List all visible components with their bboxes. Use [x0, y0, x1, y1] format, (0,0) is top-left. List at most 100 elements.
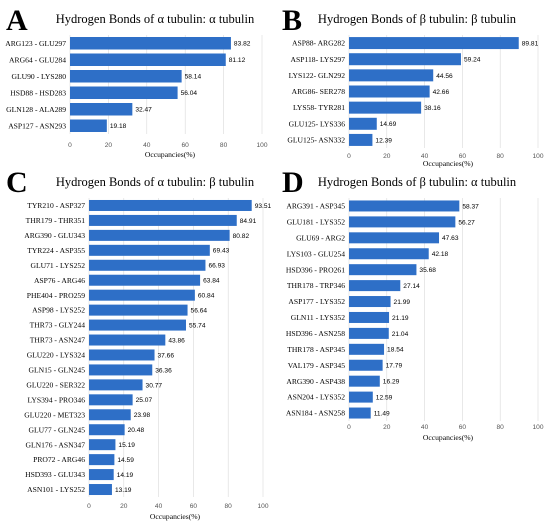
category-label: LYS58- TYR281 [293, 103, 345, 112]
x-tick-label: 60 [459, 424, 467, 431]
category-label: GLU69 - ARG2 [296, 233, 345, 242]
data-label: 16.29 [383, 379, 400, 386]
bar [89, 469, 114, 481]
data-label: 18.54 [387, 347, 404, 354]
data-label: 21.04 [392, 331, 409, 338]
category-label: PRO72 - ARG46 [33, 455, 85, 464]
bar [349, 37, 519, 50]
bar [89, 409, 131, 421]
data-label: 44.56 [436, 73, 453, 80]
bar [349, 117, 377, 130]
bar [349, 200, 460, 212]
x-tick-label: 100 [532, 424, 543, 431]
category-label: GLU181 - LYS352 [287, 217, 346, 226]
x-tick-label: 0 [347, 424, 351, 431]
panel-d: D Hydrogen Bonds of β tubulin: α tubulin 0… [282, 166, 544, 442]
bar [70, 37, 231, 50]
category-label: GLU71 - LYS252 [30, 261, 85, 270]
bar [349, 101, 422, 114]
data-label: 12.39 [375, 137, 392, 144]
data-label: 14.59 [117, 457, 134, 464]
data-label: 14.19 [117, 472, 134, 479]
bar [349, 216, 456, 228]
x-tick-label: 0 [68, 142, 72, 149]
category-label: HSD393 - GLU343 [25, 470, 85, 479]
bar [89, 439, 116, 451]
bar [89, 214, 237, 226]
bar [89, 274, 201, 286]
category-label: GLU220 - MET323 [24, 410, 85, 419]
data-label: 56.64 [191, 308, 208, 315]
data-label: 20.48 [128, 427, 145, 434]
category-label: THR178 - TRP346 [287, 281, 345, 290]
x-tick-label: 40 [143, 142, 151, 149]
x-tick-label: 80 [220, 142, 228, 149]
data-label: 69.43 [213, 248, 230, 255]
bar [89, 229, 230, 241]
data-label: 11.49 [374, 410, 390, 417]
bar [70, 70, 182, 83]
data-label: 66.93 [208, 263, 225, 270]
category-label: GLU125- LYS336 [289, 119, 346, 128]
bar [89, 199, 252, 211]
category-label: ARG123 - GLU297 [5, 39, 66, 48]
category-label: GLN128 - ALA289 [6, 105, 66, 114]
bar [70, 119, 107, 132]
data-label: 14.69 [380, 121, 397, 128]
category-label: THR178 - ASP345 [287, 345, 345, 354]
x-tick-label: 80 [497, 424, 505, 431]
data-label: 63.84 [203, 278, 220, 285]
bar [349, 280, 401, 292]
bar [349, 133, 373, 146]
category-label: ARG64 - GLU284 [9, 55, 66, 64]
data-label: 12.59 [376, 395, 393, 402]
bar [89, 334, 166, 346]
category-label: ARG390 - GLU343 [24, 231, 85, 240]
x-axis-title: Occupancies(%) [423, 159, 474, 168]
data-label: 25.07 [136, 397, 153, 404]
category-label: LYS103 - GLU254 [287, 249, 346, 258]
x-tick-label: 80 [497, 153, 505, 160]
category-label: TYR224 - ASP355 [27, 246, 85, 255]
data-label: 80.82 [233, 233, 250, 240]
data-label: 83.82 [234, 41, 251, 48]
category-label: GLU220 - LYS324 [27, 351, 86, 360]
data-label: 56.27 [458, 219, 475, 226]
data-label: 30.77 [146, 382, 163, 389]
chart-title: Hydrogen Bonds of α tubulin: β tubulin [56, 175, 255, 189]
bar [89, 484, 112, 496]
panel-letter: B [282, 4, 302, 37]
category-label: ASN101 - LYS252 [27, 485, 85, 494]
category-label: THR73 - GLY244 [30, 321, 86, 330]
category-label: GLU90 - LYS280 [11, 72, 66, 81]
bar [349, 407, 371, 419]
bar [349, 296, 391, 308]
x-tick-label: 100 [532, 153, 543, 160]
category-label: ASN184 - ASN258 [286, 409, 345, 418]
data-label: 37.66 [158, 352, 175, 359]
bar [89, 424, 125, 436]
x-tick-label: 40 [155, 503, 163, 510]
category-label: PHE404 - PRO259 [27, 291, 85, 300]
bar [89, 244, 210, 256]
data-label: 19.18 [110, 123, 127, 130]
data-label: 42.18 [432, 251, 449, 258]
category-label: ASP98 - LYS252 [32, 306, 85, 315]
bar [70, 86, 178, 99]
data-label: 47.63 [442, 235, 459, 242]
category-label: GLU125- ASN332 [287, 136, 345, 145]
x-tick-label: 20 [383, 153, 391, 160]
category-label: TYR210 - ASP327 [27, 201, 85, 210]
data-label: 58.14 [185, 74, 202, 81]
data-label: 17.79 [386, 363, 403, 370]
x-tick-label: 100 [256, 142, 267, 149]
data-label: 43.86 [168, 337, 185, 344]
x-tick-label: 20 [120, 503, 128, 510]
category-label: THR179 - THR351 [26, 216, 86, 225]
panel-letter: C [6, 166, 28, 199]
bar [349, 264, 417, 276]
bar [349, 85, 430, 98]
bar [349, 359, 383, 371]
x-tick-label: 40 [421, 424, 429, 431]
